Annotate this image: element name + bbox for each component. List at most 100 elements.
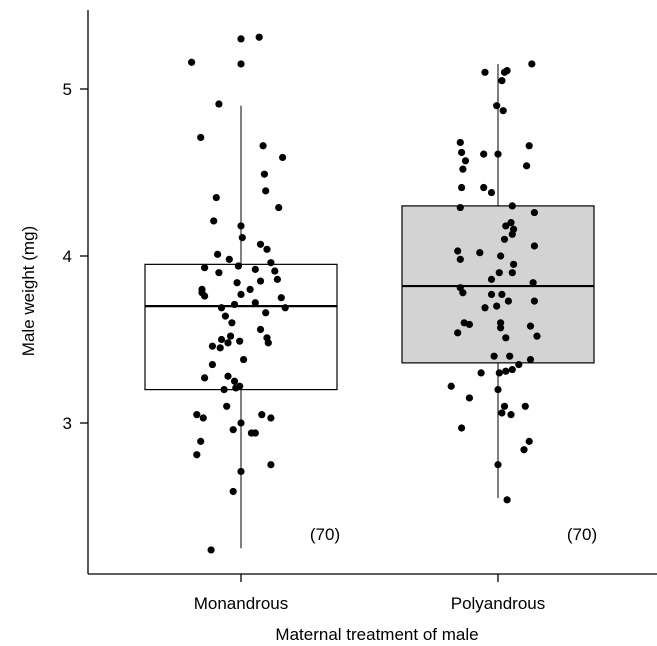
data-point xyxy=(526,322,535,330)
data-point xyxy=(201,292,209,300)
data-point xyxy=(273,275,281,283)
data-point xyxy=(520,446,528,454)
data-point xyxy=(234,262,242,270)
data-point xyxy=(493,302,501,310)
x-tick-label: Monandrous xyxy=(194,594,289,613)
data-point xyxy=(530,242,539,250)
x-axis-title: Maternal treatment of male xyxy=(275,625,478,644)
data-point xyxy=(212,193,220,202)
data-point xyxy=(497,319,505,327)
data-point xyxy=(458,148,466,157)
data-point xyxy=(210,217,218,225)
data-point xyxy=(495,369,503,377)
data-point xyxy=(251,299,259,307)
data-point xyxy=(480,183,488,192)
data-point xyxy=(502,222,510,230)
data-point xyxy=(529,279,537,287)
data-point xyxy=(229,487,237,496)
data-point xyxy=(256,325,265,334)
data-point xyxy=(525,437,533,445)
data-point xyxy=(237,60,245,68)
data-point xyxy=(502,334,510,342)
data-point xyxy=(509,260,518,268)
data-point xyxy=(197,133,205,142)
data-point xyxy=(237,290,245,299)
y-axis-title: Male weight (mg) xyxy=(19,226,38,356)
data-point xyxy=(201,374,209,382)
data-point xyxy=(193,411,201,419)
data-point xyxy=(228,319,236,327)
data-point xyxy=(461,157,470,165)
data-point xyxy=(224,372,232,380)
data-point xyxy=(447,382,455,390)
box-group-monandrous: (70) xyxy=(144,33,340,554)
data-point xyxy=(214,250,222,258)
data-point xyxy=(237,35,245,43)
data-point xyxy=(220,386,228,394)
data-point xyxy=(458,183,466,192)
data-point xyxy=(237,419,245,427)
data-point xyxy=(223,402,231,410)
data-point xyxy=(217,335,226,344)
data-point xyxy=(232,384,240,392)
data-point xyxy=(262,187,270,195)
data-point xyxy=(487,290,496,299)
data-point xyxy=(476,249,484,257)
data-point xyxy=(255,33,263,41)
data-point xyxy=(263,245,271,253)
data-point xyxy=(465,320,473,329)
data-point xyxy=(208,360,216,369)
data-point xyxy=(217,304,226,312)
data-point xyxy=(227,332,235,340)
data-point xyxy=(481,304,489,312)
data-point xyxy=(201,264,209,272)
data-point xyxy=(260,170,268,178)
data-point xyxy=(507,411,515,419)
data-point xyxy=(262,309,270,317)
data-point xyxy=(259,142,267,150)
data-point xyxy=(251,429,259,437)
y-axis: 3 4 5 xyxy=(63,10,89,574)
data-point xyxy=(193,451,201,459)
data-point xyxy=(528,60,536,68)
data-point xyxy=(230,300,239,309)
data-point xyxy=(456,138,464,147)
data-point xyxy=(275,203,283,212)
data-point xyxy=(207,546,215,554)
data-point xyxy=(459,165,467,173)
data-point xyxy=(521,402,529,410)
data-point xyxy=(233,279,241,287)
data-point xyxy=(215,100,223,108)
data-point xyxy=(277,294,285,302)
data-point xyxy=(526,355,535,364)
data-point xyxy=(508,269,516,277)
data-point xyxy=(494,150,502,158)
data-point xyxy=(238,234,246,242)
data-point xyxy=(246,285,254,293)
data-point xyxy=(465,394,473,402)
data-point xyxy=(230,377,239,385)
data-point xyxy=(530,208,539,217)
data-point xyxy=(500,235,509,243)
data-point xyxy=(279,153,287,162)
data-point xyxy=(267,259,275,267)
data-point xyxy=(499,107,507,115)
data-point xyxy=(498,77,506,85)
data-point xyxy=(497,252,505,260)
data-point xyxy=(506,352,514,360)
data-point xyxy=(256,277,265,285)
plot-area: (70) (70) xyxy=(144,33,597,554)
data-point xyxy=(454,247,462,255)
data-point xyxy=(224,339,232,347)
data-point xyxy=(523,162,531,170)
data-point xyxy=(504,297,512,305)
box-iqr xyxy=(401,205,595,364)
data-point xyxy=(267,414,275,422)
data-point xyxy=(497,324,505,332)
data-point xyxy=(458,424,466,432)
data-point xyxy=(487,188,496,197)
data-point xyxy=(503,496,511,504)
data-point xyxy=(454,329,462,337)
data-point xyxy=(221,312,229,320)
